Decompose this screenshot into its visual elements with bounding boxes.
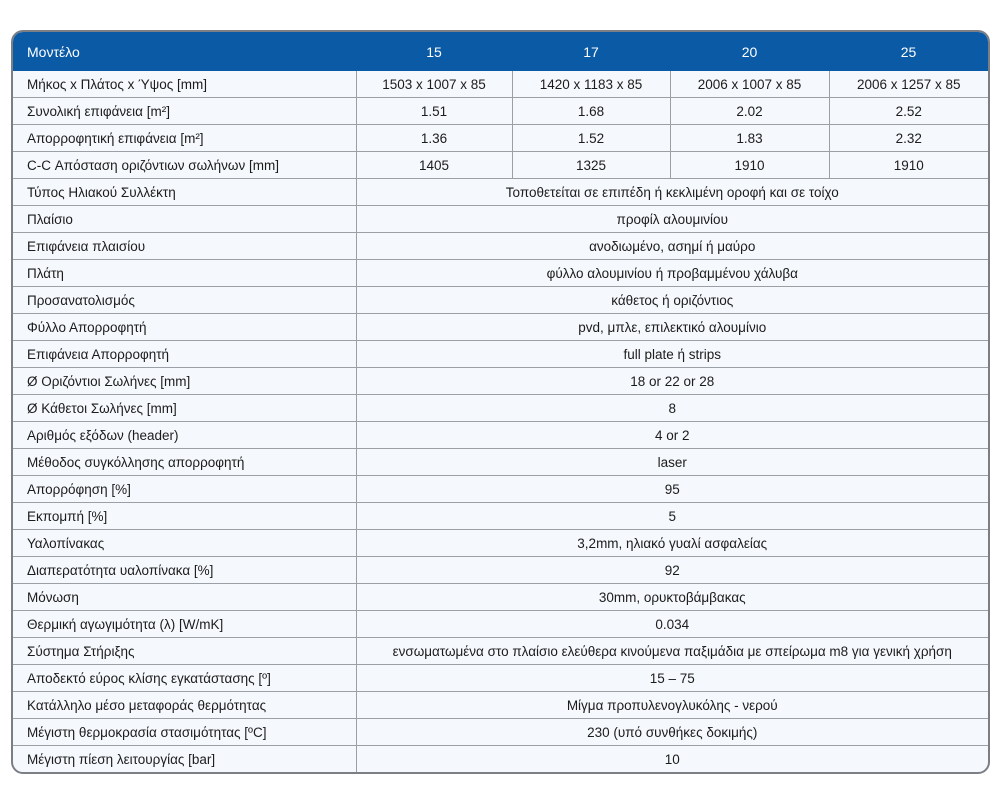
table-row: Μόνωση 30mm, ορυκτοβάμβακας — [13, 583, 988, 611]
table-row: Μήκος x Πλάτος x Ύψος [mm] 1503 x 1007 x … — [13, 71, 988, 98]
table-row: Ø Οριζόντιοι Σωλήνες [mm] 18 or 22 or 28 — [13, 367, 988, 395]
row-label: Πλάτη — [13, 259, 356, 287]
row-label: Πλαίσιο — [13, 205, 356, 233]
cell-value: 18 or 22 or 28 — [355, 367, 988, 395]
cell-value: 1325 — [511, 151, 670, 179]
cell-value: ενσωματωμένα στο πλαίσιο ελεύθερα κινούμ… — [355, 637, 988, 665]
row-label: Αριθμός εξόδων (header) — [13, 421, 356, 449]
cell-value: 2.52 — [828, 97, 988, 125]
cell-value: 5 — [355, 502, 988, 530]
cell-value: 2.32 — [828, 124, 988, 152]
table-row: Πλαίσιο προφίλ αλουμινίου — [13, 205, 988, 233]
table-row: Προσανατολισμός κάθετος ή οριζόντιος — [13, 286, 988, 314]
row-label: Μόνωση — [13, 583, 356, 611]
row-label: Φύλλο Απορροφητή — [13, 313, 356, 341]
cell-value: 1.83 — [669, 124, 829, 152]
cell-value: κάθετος ή οριζόντιος — [355, 286, 988, 314]
cell-value: φύλλο αλουμινίου ή προβαμμένου χάλυβα — [355, 259, 988, 287]
cell-value: pvd, μπλε, επιλεκτικό αλουμίνιο — [355, 313, 988, 341]
row-label: Επιφάνεια Απορροφητή — [13, 340, 356, 368]
row-label: Απορροφητική επιφάνεια [m²] — [13, 124, 356, 152]
row-label: Εκπομπή [%] — [13, 502, 356, 530]
table-row: Κατάλληλο μέσο μεταφοράς θερμότητας Μίγμα… — [13, 691, 988, 719]
cell-value: 2006 x 1007 x 85 — [669, 71, 829, 98]
cell-value: 30mm, ορυκτοβάμβακας — [355, 583, 988, 611]
table-row: Ø Κάθετοι Σωλήνες [mm] 8 — [13, 394, 988, 422]
row-label: Απορρόφηση [%] — [13, 475, 356, 503]
table-row: Συνολική επιφάνεια [m²] 1.51 1.68 2.02 2.52 — [13, 97, 988, 125]
table-row: Θερμική αγωγιμότητα (λ) [W/mK] 0.034 — [13, 610, 988, 638]
cell-value: 1.36 — [355, 124, 512, 152]
row-label: Ø Οριζόντιοι Σωλήνες [mm] — [13, 367, 356, 395]
cell-value: 8 — [355, 394, 988, 422]
table-row: Φύλλο Απορροφητή pvd, μπλε, επιλεκτικό αλ… — [13, 313, 988, 341]
table-row: Επιφάνεια πλαισίου ανοδιωμένο, ασημί ή μα… — [13, 232, 988, 260]
row-label: Συνολική επιφάνεια [m²] — [13, 97, 356, 125]
cell-value: ανοδιωμένο, ασημί ή μαύρο — [355, 232, 988, 260]
row-label: Μέγιστη πίεση λειτουργίας [bar] — [13, 745, 356, 772]
model-header: 20 — [670, 32, 829, 71]
table-row: Τύπος Ηλιακού Συλλέκτη Τοποθετείται σε επ… — [13, 178, 988, 206]
cell-value: 1405 — [355, 151, 512, 179]
row-label: Μήκος x Πλάτος x Ύψος [mm] — [27, 76, 208, 92]
cell-value: 3,2mm, ηλιακό γυαλί ασφαλείας — [355, 529, 988, 557]
header-label: Μοντέλο — [13, 32, 356, 71]
table-row: Αριθμός εξόδων (header) 4 or 2 — [13, 421, 988, 449]
table-row: Εκπομπή [%] 5 — [13, 502, 988, 530]
cell-value: 1910 — [828, 151, 988, 179]
row-label: Διαπερατότητα υαλοπίνακα [%] — [13, 556, 356, 584]
cell-value: 95 — [355, 475, 988, 503]
cell-value: 2.02 — [669, 97, 829, 125]
table-row: Μέγιστη πίεση λειτουργίας [bar] 10 — [13, 745, 988, 772]
table-row: Πλάτη φύλλο αλουμινίου ή προβαμμένου χάλυ… — [13, 259, 988, 287]
row-label: Θερμική αγωγιμότητα (λ) [W/mK] — [13, 610, 356, 638]
specs-table: Μοντέλο 15 17 20 25 Μήκος x Πλάτος x Ύψο… — [13, 32, 988, 772]
cell-value: 1420 x 1183 x 85 — [511, 71, 670, 98]
model-header: 17 — [512, 32, 670, 71]
cell-value: 2006 x 1257 x 85 — [828, 71, 988, 98]
cell-value: 230 (υπό συνθήκες δοκιμής) — [355, 718, 988, 746]
cell-value: 4 or 2 — [355, 421, 988, 449]
row-label: Κατάλληλο μέσο μεταφοράς θερμότητας — [13, 691, 356, 719]
row-label: Μέθοδος συγκόλλησης απορροφητή — [13, 448, 356, 476]
cell-value: 15 – 75 — [355, 664, 988, 692]
table-row: Μέγιστη θερμοκρασία στασιμότητας [ºC] 230… — [13, 718, 988, 746]
table-row: Υαλοπίνακας 3,2mm, ηλιακό γυαλί ασφαλείας — [13, 529, 988, 557]
header-row: Μοντέλο 15 17 20 25 — [13, 32, 988, 71]
row-label: C-C Απόσταση οριζόντιων σωλήνων [mm] — [13, 151, 356, 179]
row-label: Αποδεκτό εύρος κλίσης εγκατάστασης [º] — [13, 664, 356, 692]
table-row: Απορρόφηση [%] 95 — [13, 475, 988, 503]
table-row: C-C Απόσταση οριζόντιων σωλήνων [mm] 1405… — [13, 151, 988, 179]
row-label: Σύστημα Στήριξης — [13, 637, 356, 665]
cell-value: 1910 — [669, 151, 829, 179]
cell-value: 1.52 — [511, 124, 670, 152]
row-label: Τύπος Ηλιακού Συλλέκτη — [13, 178, 356, 206]
cell-value: 1.68 — [511, 97, 670, 125]
row-label: Προσανατολισμός — [13, 286, 356, 314]
cell-value: προφίλ αλουμινίου — [355, 205, 988, 233]
table-row: Μέθοδος συγκόλλησης απορροφητή laser — [13, 448, 988, 476]
cell-value: 1.51 — [355, 97, 512, 125]
row-label: Υαλοπίνακας — [13, 529, 356, 557]
cell-value: 0.034 — [355, 610, 988, 638]
table-row: Σύστημα Στήριξης ενσωματωμένα στο πλαίσιο… — [13, 637, 988, 665]
table-row: Αποδεκτό εύρος κλίσης εγκατάστασης [º] 15… — [13, 664, 988, 692]
cell-value: 1503 x 1007 x 85 — [355, 71, 512, 98]
row-label: Μέγιστη θερμοκρασία στασιμότητας [ºC] — [13, 718, 356, 746]
specs-table-container: Μοντέλο 15 17 20 25 Μήκος x Πλάτος x Ύψο… — [11, 30, 990, 774]
cell-value: 92 — [355, 556, 988, 584]
table-row: Απορροφητική επιφάνεια [m²] 1.36 1.52 1.83 2… — [13, 124, 988, 152]
cell-value: full plate ή strips — [355, 340, 988, 368]
cell-value: Τοποθετείται σε επιπέδη ή κεκλιμένη οροφ… — [355, 178, 988, 206]
cell-value: 10 — [355, 745, 988, 772]
row-label: Επιφάνεια πλαισίου — [13, 232, 356, 260]
row-label: Ø Κάθετοι Σωλήνες [mm] — [13, 394, 356, 422]
model-header: 15 — [356, 32, 512, 71]
table-row: Διαπερατότητα υαλοπίνακα [%] 92 — [13, 556, 988, 584]
cell-value: Μίγμα προπυλενογλυκόλης - νερού — [355, 691, 988, 719]
cell-value: laser — [355, 448, 988, 476]
table-row: Επιφάνεια Απορροφητή full plate ή strips — [13, 340, 988, 368]
model-header: 25 — [829, 32, 988, 71]
